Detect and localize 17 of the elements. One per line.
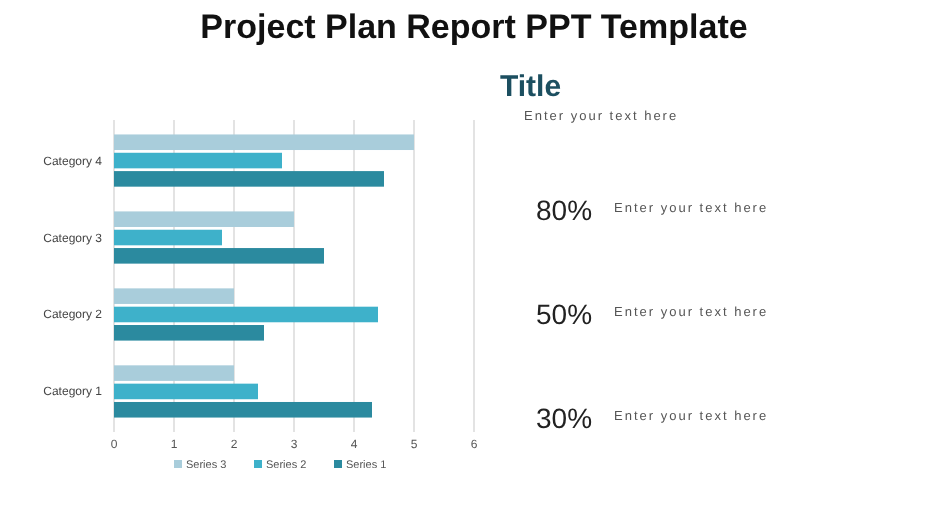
bar (114, 383, 258, 400)
bar (114, 211, 294, 227)
bar (114, 171, 384, 187)
chart-title: Project Plan Report PPT Template (200, 8, 748, 46)
bar (114, 288, 234, 304)
bar (114, 325, 264, 341)
text: 30% (536, 402, 593, 434)
text: Title (500, 70, 562, 104)
text: 80% (536, 194, 593, 226)
bar (114, 152, 282, 169)
bar (114, 306, 378, 323)
bar (114, 248, 324, 264)
bar (114, 134, 414, 151)
bar (114, 401, 372, 418)
bar (114, 365, 234, 381)
bar (114, 229, 222, 246)
text: 50% (536, 298, 593, 330)
